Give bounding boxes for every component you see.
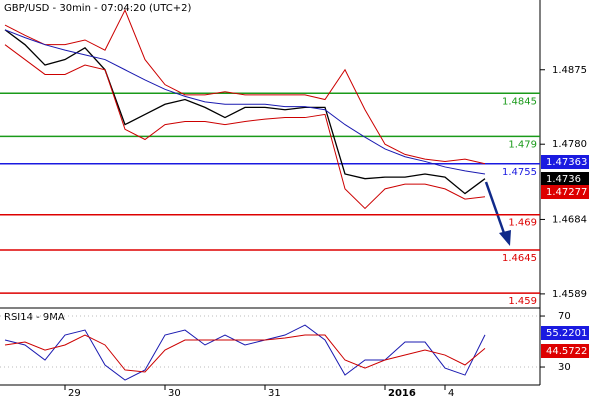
band-line bbox=[4, 44, 486, 210]
price-tag-label: 1.47277 bbox=[546, 187, 587, 198]
band-line bbox=[4, 29, 486, 175]
price-tag bbox=[541, 344, 589, 358]
price-tag-label: 1.4736 bbox=[546, 174, 581, 185]
rsi-tick-label: 30 bbox=[558, 362, 571, 373]
price-tag bbox=[541, 326, 589, 340]
level-label: 1.4645 bbox=[502, 253, 537, 264]
y-tick-label: 1.4589 bbox=[552, 289, 587, 300]
price-tag bbox=[541, 155, 589, 169]
chart-title: GBP/USD - 30min - 07:04:20 (UTC+2) bbox=[4, 3, 191, 14]
x-tick-label: 31 bbox=[268, 388, 281, 399]
price-tag-label: 44.5722 bbox=[546, 346, 587, 357]
y-tick-label: 1.4684 bbox=[552, 214, 587, 225]
rsi-title: RSI14 - 9MA bbox=[4, 312, 65, 323]
rsi-tick-label: 70 bbox=[558, 311, 571, 322]
price-tag-label: 55.2201 bbox=[546, 328, 587, 339]
level-label: 1.479 bbox=[508, 139, 537, 150]
price-tag-label: 1.47363 bbox=[546, 157, 587, 168]
x-tick-label: 4 bbox=[448, 388, 454, 399]
price-tag bbox=[541, 185, 589, 199]
x-tick-label: 2016 bbox=[388, 388, 416, 399]
forecast-arrow bbox=[484, 181, 511, 246]
level-label: 1.469 bbox=[508, 218, 537, 229]
price-tag bbox=[541, 172, 589, 186]
price-line bbox=[4, 29, 486, 195]
band-line bbox=[4, 8, 486, 165]
y-tick-label: 1.4875 bbox=[552, 65, 587, 76]
y-tick-label: 1.4780 bbox=[552, 139, 587, 150]
level-label: 1.459 bbox=[508, 296, 537, 307]
level-label: 1.4845 bbox=[502, 96, 537, 107]
level-label: 1.4755 bbox=[502, 167, 537, 178]
rsi-line bbox=[4, 334, 486, 373]
rsi-line bbox=[4, 324, 486, 381]
x-tick-label: 30 bbox=[168, 388, 181, 399]
x-tick-label: 29 bbox=[68, 388, 81, 399]
